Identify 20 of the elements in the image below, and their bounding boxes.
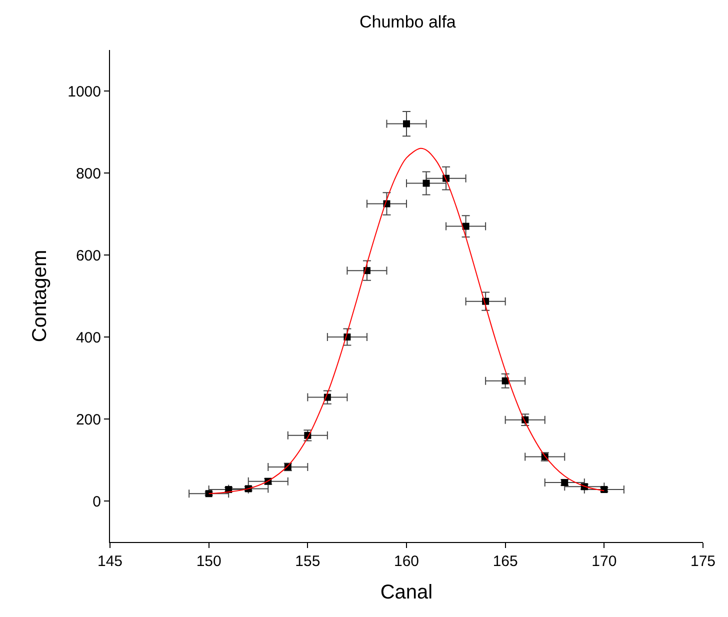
point xyxy=(403,120,410,128)
y-tick-label: 600 xyxy=(76,247,101,264)
y-axis-title: Contagem xyxy=(29,250,52,342)
point xyxy=(462,222,470,230)
x-tick-label: 165 xyxy=(492,553,518,570)
x-tick-label: 170 xyxy=(592,553,617,570)
point xyxy=(422,180,430,187)
y-tick-label: 200 xyxy=(76,411,101,428)
chart-title: Chumbo alfa xyxy=(359,12,456,32)
x-tick-label: 150 xyxy=(196,553,222,570)
y-tick-label: 400 xyxy=(76,329,101,346)
x-tick-label: 160 xyxy=(394,553,420,570)
x-tick-label: 155 xyxy=(295,553,320,570)
x-axis-title: Canal xyxy=(380,582,433,604)
x-tick-label: 175 xyxy=(690,553,716,570)
point xyxy=(502,377,509,384)
y-tick-label: 1000 xyxy=(68,83,101,100)
y-tick-label: 0 xyxy=(92,493,101,510)
x-tick-label: 145 xyxy=(97,553,123,570)
y-tick-label: 800 xyxy=(76,165,101,182)
